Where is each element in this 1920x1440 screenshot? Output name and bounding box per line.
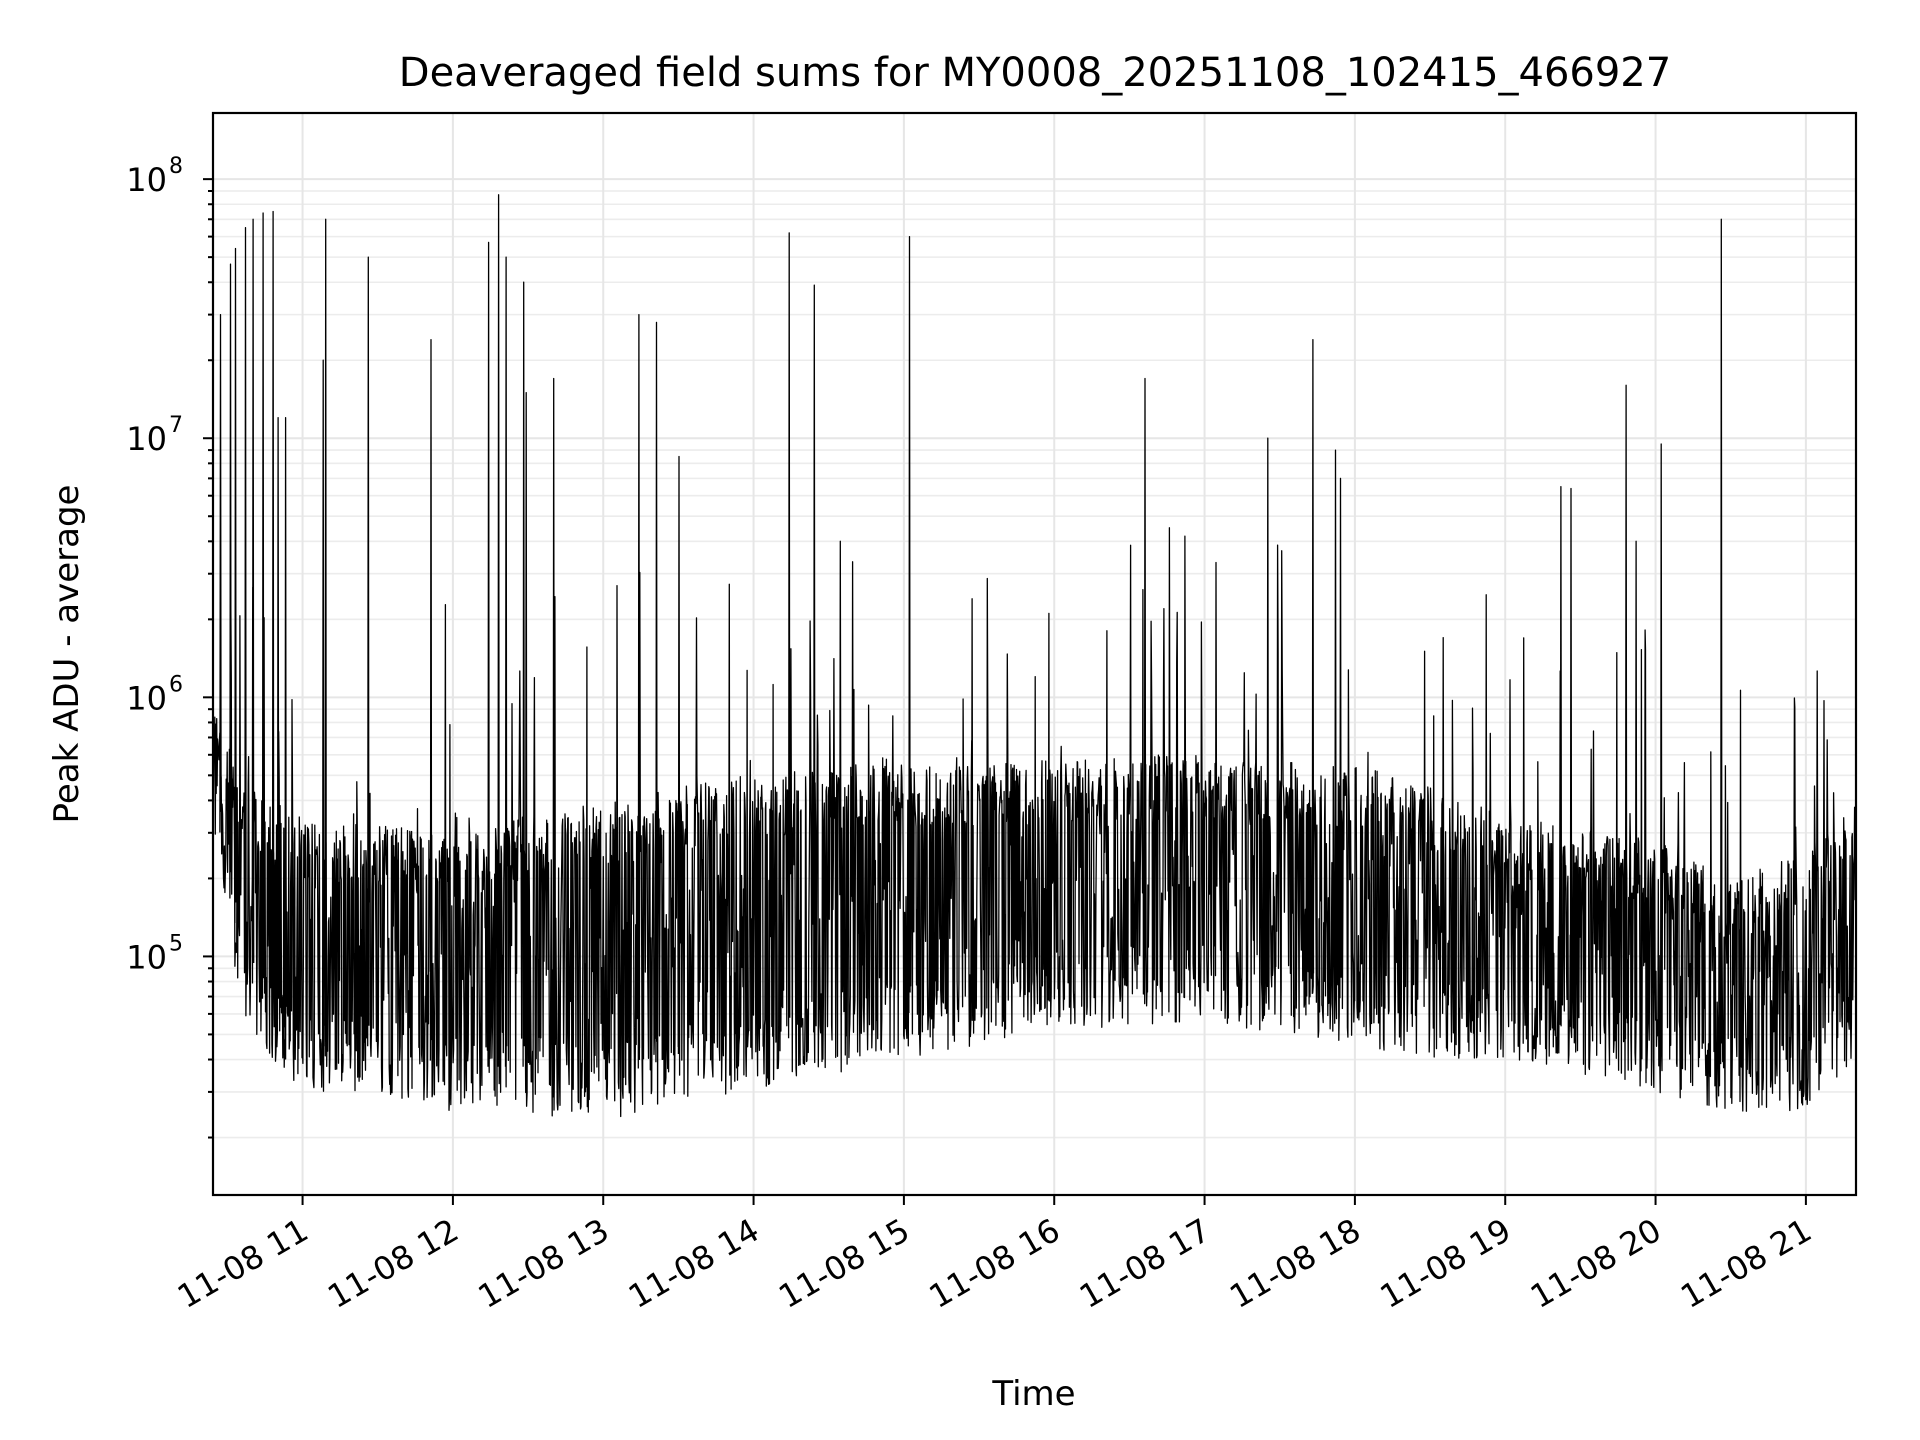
plot-frame xyxy=(211,111,1858,1197)
y-tick-exponent: 8 xyxy=(169,154,183,179)
y-tick-base: 10 xyxy=(126,420,167,458)
chart-title: Deaveraged field sums for MY0008_2025110… xyxy=(399,50,1671,96)
plot-area xyxy=(213,194,1856,1118)
series-line xyxy=(213,194,1856,1118)
y-axis-label: Peak ADU - average xyxy=(47,485,87,824)
y-tick-exponent: 5 xyxy=(169,931,183,956)
y-tick-exponent: 7 xyxy=(169,413,183,438)
y-tick-base: 10 xyxy=(126,161,167,199)
y-tick-label: 10 xyxy=(126,679,167,717)
y-tick-exponent: 6 xyxy=(169,672,183,697)
y-tick-label: 10 xyxy=(126,161,167,199)
x-axis-label: Time xyxy=(991,1374,1075,1414)
y-tick-label: 10 xyxy=(126,938,167,976)
y-tick-base: 10 xyxy=(126,679,167,717)
y-tick-base: 10 xyxy=(126,938,167,976)
y-tick-label: 10 xyxy=(126,420,167,458)
